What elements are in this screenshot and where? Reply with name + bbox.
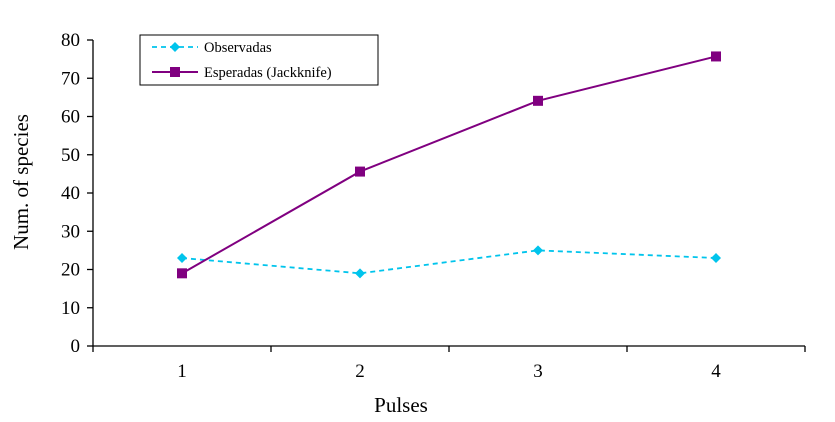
data-point (355, 166, 365, 177)
y-tick-label: 30 (61, 221, 80, 242)
legend-label: Observadas (204, 40, 272, 56)
axes: 0 10 20 30 40 50 60 70 80 1 2 3 4 (61, 30, 806, 382)
series-line (181, 249, 717, 275)
y-tick-label: 0 (71, 336, 81, 357)
y-tick-label: 70 (61, 68, 80, 89)
y-tick-label: 60 (61, 107, 80, 128)
series-layer (177, 51, 721, 279)
series-esperadas (177, 51, 721, 279)
y-tick-label: 50 (61, 145, 80, 166)
y-tick-label: 40 (61, 183, 80, 204)
x-tick-label: 4 (711, 361, 721, 382)
data-point (711, 51, 721, 62)
data-point (533, 245, 543, 256)
series-observadas (177, 245, 721, 279)
x-axis-title: Pulses (374, 393, 428, 417)
legend-label: Esperadas (Jackknife) (204, 65, 332, 81)
legend: Observadas Esperadas (Jackknife) (139, 34, 379, 86)
data-point (533, 95, 543, 106)
legend-entry: Esperadas (Jackknife) (152, 65, 332, 81)
data-point (355, 268, 365, 279)
y-tick-label: 80 (61, 30, 80, 51)
data-point (177, 253, 187, 264)
series-line (181, 55, 717, 275)
y-axis-title: Num. of species (9, 114, 33, 250)
x-tick-label: 1 (177, 361, 187, 382)
x-tick-label: 3 (533, 361, 543, 382)
legend-marker (170, 42, 180, 52)
y-tick-label: 20 (61, 260, 80, 281)
data-point (711, 253, 721, 264)
legend-entry: Observadas (152, 40, 272, 56)
x-tick-label: 2 (355, 361, 365, 382)
y-tick-label: 10 (61, 298, 80, 319)
data-point (177, 268, 187, 279)
legend-marker (170, 67, 180, 77)
